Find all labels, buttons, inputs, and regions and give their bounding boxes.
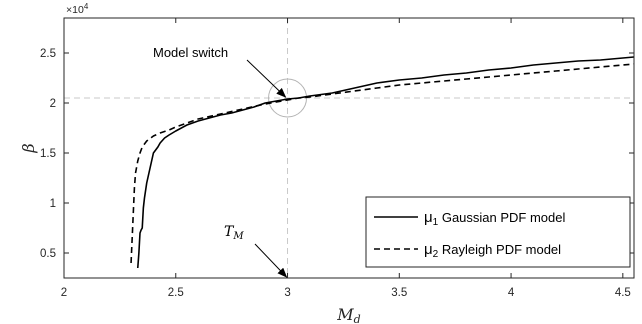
model-switch-arrow: [246, 59, 287, 98]
legend: μ1 Gaussian PDF model μ2 Rayleigh PDF mod…: [365, 196, 631, 268]
series-layer: [130, 56, 635, 269]
y-axis-label: β: [19, 143, 38, 153]
ticks: 2 2.5 3 3.5 4 4.5 0.5 1 1.5 2 2.5 ×104 Md β: [19, 2, 634, 324]
legend-box: [365, 196, 631, 268]
x-tick-label: 4: [508, 287, 515, 299]
y-tick-label: 2: [50, 98, 56, 110]
series-line-1: [136, 56, 635, 269]
axes: [63, 17, 635, 279]
annotations: Model switch TM: [153, 45, 288, 278]
plot-frame: [63, 17, 635, 279]
y-tick-label: 0.5: [40, 248, 56, 260]
y-tick-label: 2.5: [40, 48, 56, 60]
legend-label-1: μ1 Gaussian PDF model: [424, 209, 565, 228]
series-line-2: [130, 63, 635, 264]
x-tick-label: 2: [61, 287, 67, 299]
tm-label: TM: [224, 224, 244, 242]
model-switch-label: Model switch: [153, 45, 228, 60]
legend-label-2: μ2 Rayleigh PDF model: [424, 241, 561, 260]
tm-arrow: [254, 243, 288, 278]
x-axis-label: Md: [336, 305, 360, 324]
x-tick-label: 3: [284, 287, 290, 299]
x-tick-label: 3.5: [391, 287, 407, 299]
x-tick-label: 2.5: [168, 287, 184, 299]
y-tick-label: 1.5: [40, 148, 56, 160]
y-tick-label: 1: [50, 198, 56, 210]
y-exponent-label: ×104: [66, 2, 89, 16]
x-tick-label: 4.5: [615, 287, 631, 299]
